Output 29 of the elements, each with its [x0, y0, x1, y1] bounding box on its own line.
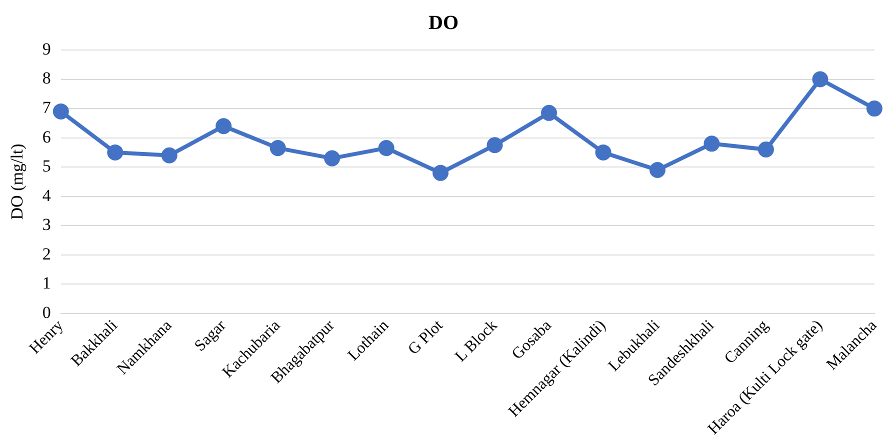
y-tick-label: 1 [42, 274, 51, 293]
y-tick-label: 0 [42, 302, 51, 322]
y-tick-label: 8 [42, 68, 51, 88]
point [866, 100, 882, 117]
x-tick-label: G Plot [405, 316, 447, 358]
point [758, 142, 774, 158]
point [595, 144, 612, 160]
y-tick-label: 3 [42, 215, 51, 234]
y-tick-label: 2 [42, 244, 51, 264]
point [378, 140, 394, 156]
y-tick-label: 9 [42, 39, 51, 58]
chart-title: DO [428, 12, 458, 34]
point [52, 103, 69, 120]
y-tick-label: 5 [42, 156, 51, 176]
y-tick-label: 6 [42, 127, 51, 146]
point [486, 137, 503, 154]
point [324, 150, 340, 166]
point [270, 140, 286, 156]
point [649, 162, 666, 178]
point [704, 136, 720, 152]
point [541, 104, 558, 121]
point [107, 144, 124, 160]
y-axis-title: DO (mg/lt) [8, 144, 27, 220]
point [812, 71, 828, 88]
point [161, 147, 178, 164]
y-tick-label: 4 [42, 186, 52, 205]
y-tick-label: 7 [42, 98, 52, 118]
point [216, 118, 232, 134]
point [432, 164, 449, 181]
